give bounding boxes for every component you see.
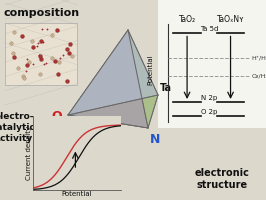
Text: O: O <box>51 110 62 123</box>
Text: Ta: Ta <box>160 83 172 93</box>
Polygon shape <box>68 30 158 115</box>
Text: TaOₓNʏ: TaOₓNʏ <box>217 15 244 24</box>
Text: O 2p: O 2p <box>201 109 217 115</box>
Text: O₂/H₂O: O₂/H₂O <box>251 73 266 78</box>
FancyBboxPatch shape <box>158 0 266 128</box>
Text: Potential: Potential <box>147 55 153 85</box>
Text: electronic
structure: electronic structure <box>194 168 250 190</box>
Text: composition: composition <box>4 8 80 18</box>
Polygon shape <box>68 115 148 128</box>
Y-axis label: Current density: Current density <box>26 126 32 180</box>
Bar <box>5 23 77 85</box>
Text: N 2p: N 2p <box>201 95 217 101</box>
Text: H⁺/H₂: H⁺/H₂ <box>251 56 266 61</box>
Text: TaO₂: TaO₂ <box>178 15 196 24</box>
Text: N: N <box>150 133 160 146</box>
Text: Ta 5d: Ta 5d <box>200 26 218 32</box>
Text: electro-
catalytic
activity: electro- catalytic activity <box>0 112 36 143</box>
Polygon shape <box>68 95 158 128</box>
Polygon shape <box>128 30 158 128</box>
X-axis label: Potential: Potential <box>62 191 93 197</box>
Polygon shape <box>68 30 148 128</box>
